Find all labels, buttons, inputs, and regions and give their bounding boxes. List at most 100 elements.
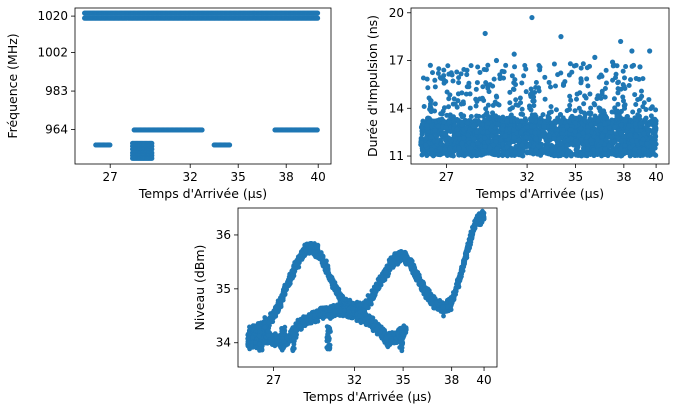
pulse-width-point — [502, 133, 508, 139]
pulse-width-point — [584, 76, 590, 82]
pulse-width-point — [447, 92, 453, 98]
pulse-width-point — [647, 121, 653, 127]
pulse-width-point — [504, 118, 510, 124]
pulse-width-point — [531, 113, 537, 119]
pulse-width-point — [527, 150, 533, 156]
pulse-width-point — [522, 116, 528, 122]
pulse-width-point — [473, 103, 479, 109]
pulse-width-point — [478, 126, 484, 132]
pulse-width-point — [614, 113, 620, 119]
pulse-width-point — [603, 67, 609, 73]
pulse-width-point — [553, 107, 559, 113]
frequency-y-axis-label: Fréquence (MHz) — [5, 33, 20, 138]
pulse-width-point — [615, 90, 621, 96]
pulse-width-point — [523, 89, 529, 95]
pulse-width-point — [567, 93, 573, 99]
pulse-width-point — [622, 143, 628, 149]
pulse-width-point — [578, 78, 584, 84]
pulse-width-x-tick-label: 38 — [616, 170, 631, 184]
pulse-width-point — [639, 93, 645, 99]
pulse-width-point — [446, 96, 452, 102]
pulse-width-point — [529, 90, 535, 96]
pulse-width-point — [441, 119, 447, 125]
pulse-width-point — [526, 142, 532, 148]
pulse-width-point — [549, 147, 555, 153]
pulse-width-point — [583, 95, 589, 101]
frequency-point — [314, 10, 321, 16]
pulse-width-point — [428, 134, 434, 140]
pulse-width-point — [497, 72, 503, 78]
pulse-width-point — [458, 71, 464, 77]
pulse-width-point — [585, 128, 591, 134]
pulse-width-point — [609, 59, 616, 65]
pulse-width-point — [629, 48, 635, 54]
pulse-width-point — [464, 151, 470, 157]
pulse-width-point — [622, 75, 627, 81]
pulse-width-point — [435, 152, 441, 158]
frequency-point — [314, 127, 320, 133]
pulse-width-point — [585, 83, 591, 89]
pulse-width-point — [456, 80, 462, 86]
pulse-width-point — [592, 102, 598, 108]
pulse-width-point — [519, 106, 525, 112]
pulse-width-point — [632, 152, 638, 158]
frequency-x-tick-label: 32 — [183, 170, 198, 184]
pulse-width-point — [447, 146, 453, 152]
frequency-points — [82, 10, 321, 161]
pulse-width-point — [595, 118, 601, 124]
pulse-width-point — [633, 138, 639, 144]
frequency-y-tick-label: 964 — [45, 123, 68, 137]
pulse-width-point — [632, 146, 638, 152]
pulse-width-point — [504, 144, 510, 150]
pulse-width-point — [536, 63, 542, 69]
pulse-width-point — [578, 115, 584, 121]
pulse-width-point — [567, 61, 573, 67]
pulse-width-point — [451, 96, 457, 102]
pulse-width-x-tick-label: 32 — [519, 170, 534, 184]
pulse-width-point — [566, 148, 572, 154]
pulse-width-point — [653, 121, 659, 127]
pulse-width-point — [648, 113, 654, 119]
pulse-width-point — [552, 83, 558, 89]
pulse-width-point — [445, 63, 451, 69]
pulse-width-point — [572, 108, 578, 114]
pulse-width-point — [517, 95, 523, 101]
pulse-width-point — [618, 138, 624, 144]
pulse-width-point — [533, 147, 539, 153]
pulse-width-point — [495, 121, 501, 127]
pulse-width-point — [596, 105, 602, 111]
pulse-width-x-tick-label: 27 — [439, 170, 454, 184]
pulse-width-point — [475, 141, 481, 147]
pulse-width-point — [544, 144, 550, 150]
pulse-width-point — [641, 100, 647, 106]
pulse-width-point — [581, 101, 587, 107]
pulse-width-point — [559, 150, 565, 156]
pulse-width-point — [528, 107, 534, 113]
pulse-width-point — [536, 88, 542, 94]
pulse-width-point — [564, 108, 570, 114]
pulse-width-point — [455, 91, 461, 97]
pulse-width-point — [494, 94, 500, 100]
pulse-width-point — [599, 133, 605, 139]
pulse-width-point — [464, 84, 470, 90]
pulse-width-y-tick-label: 17 — [389, 54, 404, 68]
pulse-width-point — [518, 100, 524, 106]
pulse-width-point — [446, 104, 452, 110]
pulse-width-point — [427, 106, 433, 112]
pulse-width-point — [602, 152, 608, 158]
pulse-width-point — [567, 102, 573, 108]
pulse-width-point — [468, 63, 474, 69]
pulse-width-point — [513, 82, 519, 88]
pulse-width-point — [602, 94, 608, 100]
pulse-width-point — [564, 142, 570, 148]
pulse-width-point — [427, 62, 433, 68]
frequency-plot-frame — [74, 7, 332, 165]
pulse-width-point — [511, 127, 517, 133]
pulse-width-y-tick-label: 11 — [389, 149, 404, 163]
frequency-point — [226, 142, 233, 148]
pulse-width-point — [473, 96, 479, 102]
pulse-width-point — [511, 51, 517, 57]
